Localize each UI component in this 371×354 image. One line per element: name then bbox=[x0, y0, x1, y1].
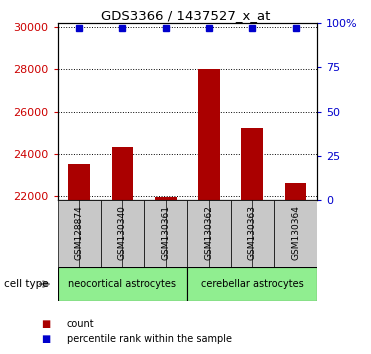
Bar bbox=[58, 200, 101, 267]
Bar bbox=[285, 183, 306, 200]
Text: count: count bbox=[67, 319, 94, 329]
Text: GSM130363: GSM130363 bbox=[248, 205, 257, 261]
Bar bbox=[112, 147, 133, 200]
Text: GSM128874: GSM128874 bbox=[75, 205, 83, 260]
Bar bbox=[274, 200, 317, 267]
Text: ■: ■ bbox=[41, 334, 50, 344]
Bar bbox=[187, 200, 231, 267]
Bar bbox=[187, 267, 317, 301]
Text: ■: ■ bbox=[41, 319, 50, 329]
Text: GSM130361: GSM130361 bbox=[161, 205, 170, 261]
Text: GSM130340: GSM130340 bbox=[118, 205, 127, 260]
Text: cerebellar astrocytes: cerebellar astrocytes bbox=[201, 279, 303, 289]
Bar bbox=[155, 197, 177, 200]
Text: GSM130362: GSM130362 bbox=[204, 205, 213, 260]
Bar bbox=[58, 267, 187, 301]
Bar bbox=[231, 200, 274, 267]
Text: GSM130364: GSM130364 bbox=[291, 205, 300, 260]
Text: neocortical astrocytes: neocortical astrocytes bbox=[68, 279, 177, 289]
Text: percentile rank within the sample: percentile rank within the sample bbox=[67, 334, 232, 344]
Bar bbox=[242, 129, 263, 200]
Bar bbox=[198, 69, 220, 200]
Bar bbox=[144, 200, 187, 267]
Bar bbox=[68, 164, 90, 200]
Text: cell type: cell type bbox=[4, 279, 48, 289]
Bar bbox=[101, 200, 144, 267]
Text: GDS3366 / 1437527_x_at: GDS3366 / 1437527_x_at bbox=[101, 9, 270, 22]
